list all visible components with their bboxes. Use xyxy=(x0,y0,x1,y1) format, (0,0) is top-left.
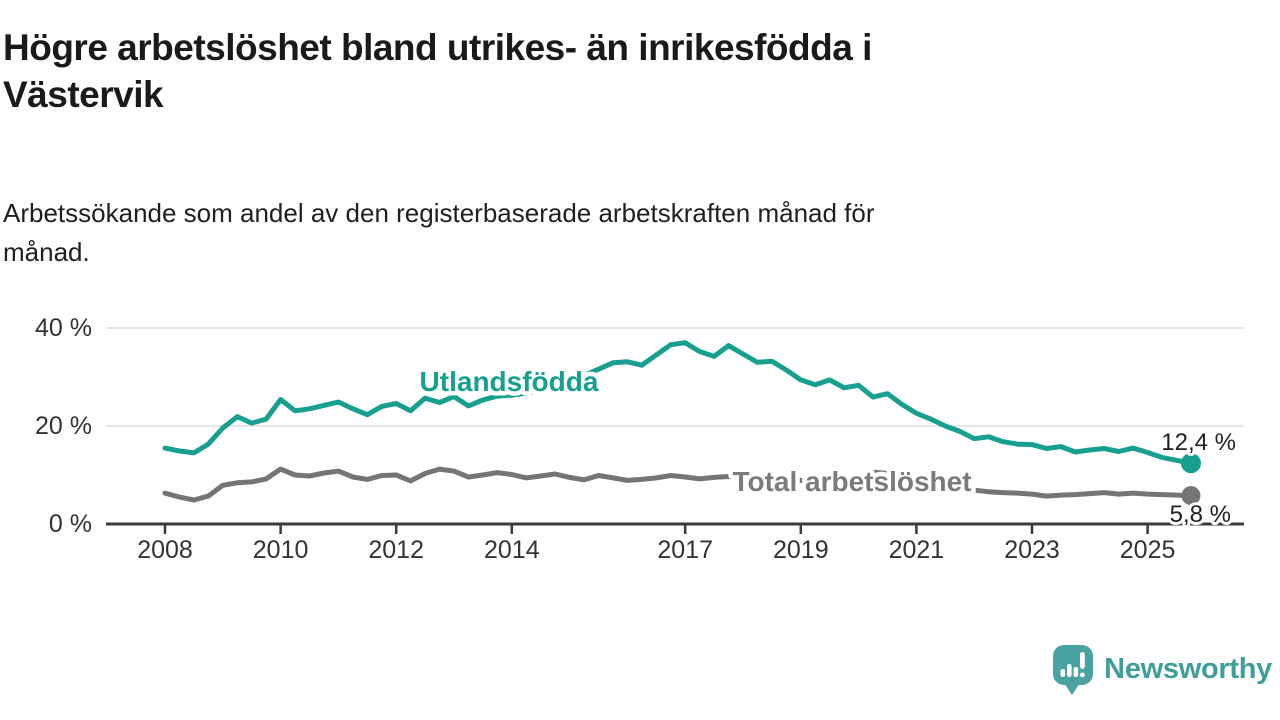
logo-wordmark: Newsworthy xyxy=(1104,653,1272,685)
series-end-dot-utlandsfodda xyxy=(1180,453,1201,474)
series-end-value-total: 5,8 % xyxy=(1170,501,1231,528)
branding-footer: Newsworthy xyxy=(1051,643,1272,696)
newsworthy-logo-icon xyxy=(1053,645,1094,695)
series-label-total: Total arbetslöshet xyxy=(732,466,971,497)
x-tick-label: 2021 xyxy=(889,536,945,564)
series-line-utlandsfodda xyxy=(162,340,1194,466)
x-tick-label: 2014 xyxy=(484,536,540,564)
x-tick-label: 2012 xyxy=(368,536,424,564)
x-tick-label: 2023 xyxy=(1004,536,1060,564)
x-tick-label: 2025 xyxy=(1120,536,1176,564)
chart-title: Högre arbetslöshet bland utrikes- än inr… xyxy=(3,27,872,115)
x-tick-label: 2017 xyxy=(657,536,713,564)
y-tick-label: 0 % xyxy=(49,510,92,538)
series-end-dot-total xyxy=(1181,486,1201,506)
x-tick-label: 2008 xyxy=(137,536,193,564)
series-label-utlandsfodda: Utlandsfödda xyxy=(420,366,599,397)
series-end-value-utlandsfodda: 12,4 % xyxy=(1161,429,1236,456)
chart-subtitle: Arbetssökande som andel av den registerb… xyxy=(3,198,875,267)
x-tick-label: 2010 xyxy=(253,536,309,564)
series-line-total xyxy=(162,466,1194,503)
y-tick-label: 40 % xyxy=(35,314,92,342)
y-tick-label: 20 % xyxy=(35,412,92,440)
x-tick-label: 2019 xyxy=(773,536,829,564)
unemployment-line-chart: 2008 2010 2012 2014 2017 2019 2021 2023 2025 0 % 2… xyxy=(35,314,1244,564)
